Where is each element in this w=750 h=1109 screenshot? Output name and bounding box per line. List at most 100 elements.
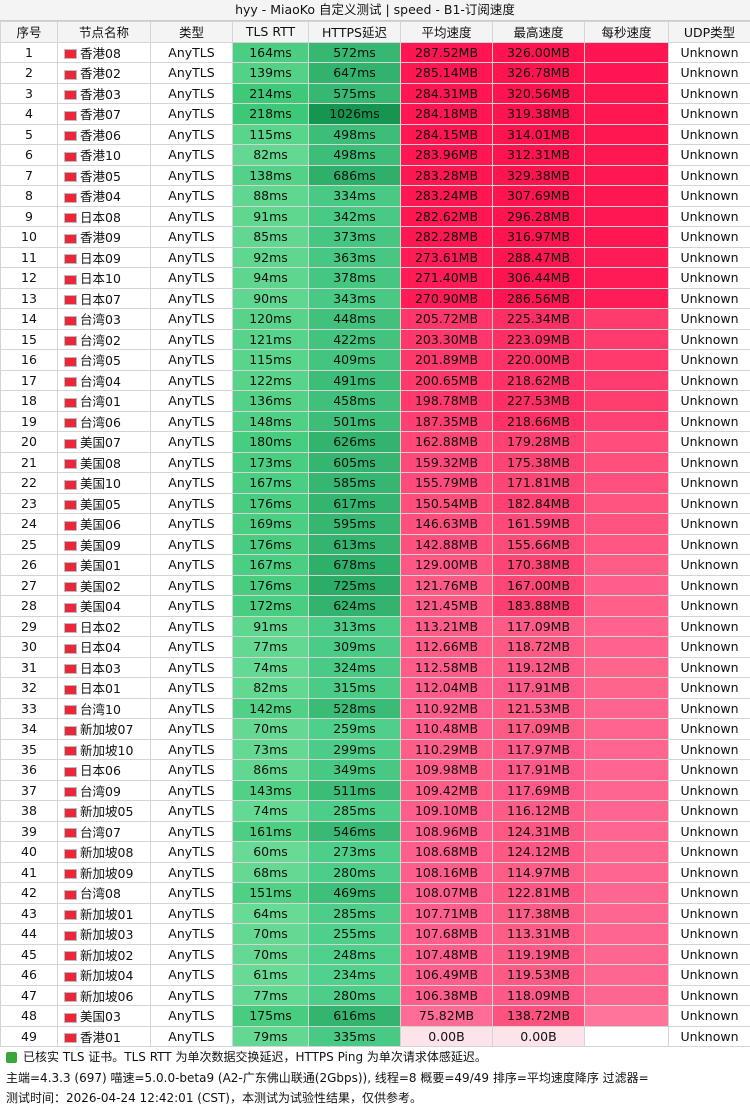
flag-icon: [64, 930, 77, 941]
table-row: 18 台湾01 AnyTLS 136ms 458ms 198.78MB 227.53MB Un…: [0, 390, 750, 412]
max-speed: 288.47MB: [492, 246, 585, 268]
node-name-text: 台湾10: [80, 701, 121, 717]
avg-speed: 284.15MB: [400, 123, 493, 145]
protocol: AnyTLS: [150, 1025, 233, 1047]
udp-type: Unknown: [668, 533, 750, 555]
table-row: 46 新加坡04 AnyTLS 61ms 234ms 106.49MB 119.53MB Un…: [0, 964, 750, 986]
footer: 已核实 TLS 证书。TLS RTT 为单次数据交换延迟，HTTPS Ping …: [0, 1047, 750, 1109]
node-name: 台湾07: [57, 820, 151, 842]
speed-graph: [584, 1025, 669, 1047]
table-row: 28 美国04 AnyTLS 172ms 624ms 121.45MB 183.88MB Un…: [0, 595, 750, 617]
tls-rtt: 167ms: [232, 554, 309, 576]
protocol: AnyTLS: [150, 533, 233, 555]
node-name: 美国10: [57, 472, 151, 494]
node-name-text: 美国03: [80, 1009, 121, 1025]
node-name-text: 台湾07: [80, 824, 121, 840]
flag-icon: [64, 233, 77, 244]
table-row: 13 日本07 AnyTLS 90ms 343ms 270.90MB 286.56MB Unk…: [0, 287, 750, 309]
protocol: AnyTLS: [150, 349, 233, 371]
table-row: 34 新加坡07 AnyTLS 70ms 259ms 110.48MB 117.09MB Un…: [0, 718, 750, 740]
protocol: AnyTLS: [150, 472, 233, 494]
max-speed: 320.56MB: [492, 82, 585, 104]
udp-type: Unknown: [668, 800, 750, 822]
node-name: 香港03: [57, 82, 151, 104]
table-row: 43 新加坡01 AnyTLS 64ms 285ms 107.71MB 117.38MB Un…: [0, 902, 750, 924]
table-row: 23 美国05 AnyTLS 176ms 617ms 150.54MB 182.84MB Un…: [0, 492, 750, 514]
avg-speed: 205.72MB: [400, 308, 493, 330]
tls-rtt: 88ms: [232, 185, 309, 207]
table-row: 27 美国02 AnyTLS 176ms 725ms 121.76MB 167.00MB Un…: [0, 574, 750, 596]
https-latency: 285ms: [308, 902, 401, 924]
tls-rtt: 161ms: [232, 820, 309, 842]
max-speed: 218.62MB: [492, 369, 585, 391]
index: 27: [0, 574, 58, 596]
node-name-text: 日本04: [80, 640, 121, 656]
flag-icon: [64, 869, 77, 880]
speed-graph: [584, 882, 669, 904]
udp-type: Unknown: [668, 328, 750, 350]
https-latency: 605ms: [308, 451, 401, 473]
speed-graph: [584, 390, 669, 412]
tls-rtt: 175ms: [232, 1005, 309, 1027]
index: 1: [0, 41, 58, 63]
node-name-text: 新加坡03: [80, 927, 134, 943]
node-name-text: 台湾09: [80, 783, 121, 799]
node-name-text: 香港05: [80, 168, 121, 184]
protocol: AnyTLS: [150, 185, 233, 207]
speed-graph: [584, 738, 669, 760]
max-speed: 117.38MB: [492, 902, 585, 924]
table-row: 5 香港06 AnyTLS 115ms 498ms 284.15MB 314.01MB Unk…: [0, 123, 750, 145]
index: 41: [0, 861, 58, 883]
max-speed: 319.38MB: [492, 103, 585, 125]
column-header: 节点名称: [57, 21, 151, 43]
node-name: 美国09: [57, 533, 151, 555]
table-row: 14 台湾03 AnyTLS 120ms 448ms 205.72MB 225.34MB Un…: [0, 308, 750, 330]
protocol: AnyTLS: [150, 861, 233, 883]
avg-speed: 282.62MB: [400, 205, 493, 227]
speed-graph: [584, 964, 669, 986]
flag-icon: [64, 438, 77, 449]
table-row: 29 日本02 AnyTLS 91ms 313ms 113.21MB 117.09MB Unk…: [0, 615, 750, 637]
udp-type: Unknown: [668, 636, 750, 658]
https-latency: 595ms: [308, 513, 401, 535]
index: 35: [0, 738, 58, 760]
tls-rtt: 73ms: [232, 738, 309, 760]
max-speed: 218.66MB: [492, 410, 585, 432]
node-name: 日本02: [57, 615, 151, 637]
https-latency: 349ms: [308, 759, 401, 781]
flag-icon: [64, 910, 77, 921]
tls-rtt: 82ms: [232, 144, 309, 166]
protocol: AnyTLS: [150, 779, 233, 801]
node-name: 日本08: [57, 205, 151, 227]
udp-type: Unknown: [668, 513, 750, 535]
index: 48: [0, 1005, 58, 1027]
https-latency: 315ms: [308, 677, 401, 699]
flag-icon: [64, 274, 77, 285]
speed-graph: [584, 226, 669, 248]
max-speed: 114.97MB: [492, 861, 585, 883]
node-name: 香港02: [57, 62, 151, 84]
avg-speed: 121.76MB: [400, 574, 493, 596]
avg-speed: 112.66MB: [400, 636, 493, 658]
avg-speed: 283.96MB: [400, 144, 493, 166]
table-row: 3 香港03 AnyTLS 214ms 575ms 284.31MB 320.56MB Unk…: [0, 82, 750, 104]
protocol: AnyTLS: [150, 287, 233, 309]
node-name: 日本01: [57, 677, 151, 699]
https-latency: 324ms: [308, 656, 401, 678]
protocol: AnyTLS: [150, 431, 233, 453]
max-speed: 117.91MB: [492, 677, 585, 699]
udp-type: Unknown: [668, 267, 750, 289]
protocol: AnyTLS: [150, 595, 233, 617]
avg-speed: 110.29MB: [400, 738, 493, 760]
node-name-text: 新加坡07: [80, 722, 134, 738]
protocol: AnyTLS: [150, 636, 233, 658]
https-latency: 572ms: [308, 41, 401, 63]
speed-graph: [584, 246, 669, 268]
max-speed: 170.38MB: [492, 554, 585, 576]
node-name: 美国06: [57, 513, 151, 535]
udp-type: Unknown: [668, 1005, 750, 1027]
index: 5: [0, 123, 58, 145]
https-latency: 280ms: [308, 984, 401, 1006]
flag-icon: [64, 90, 77, 101]
udp-type: Unknown: [668, 964, 750, 986]
